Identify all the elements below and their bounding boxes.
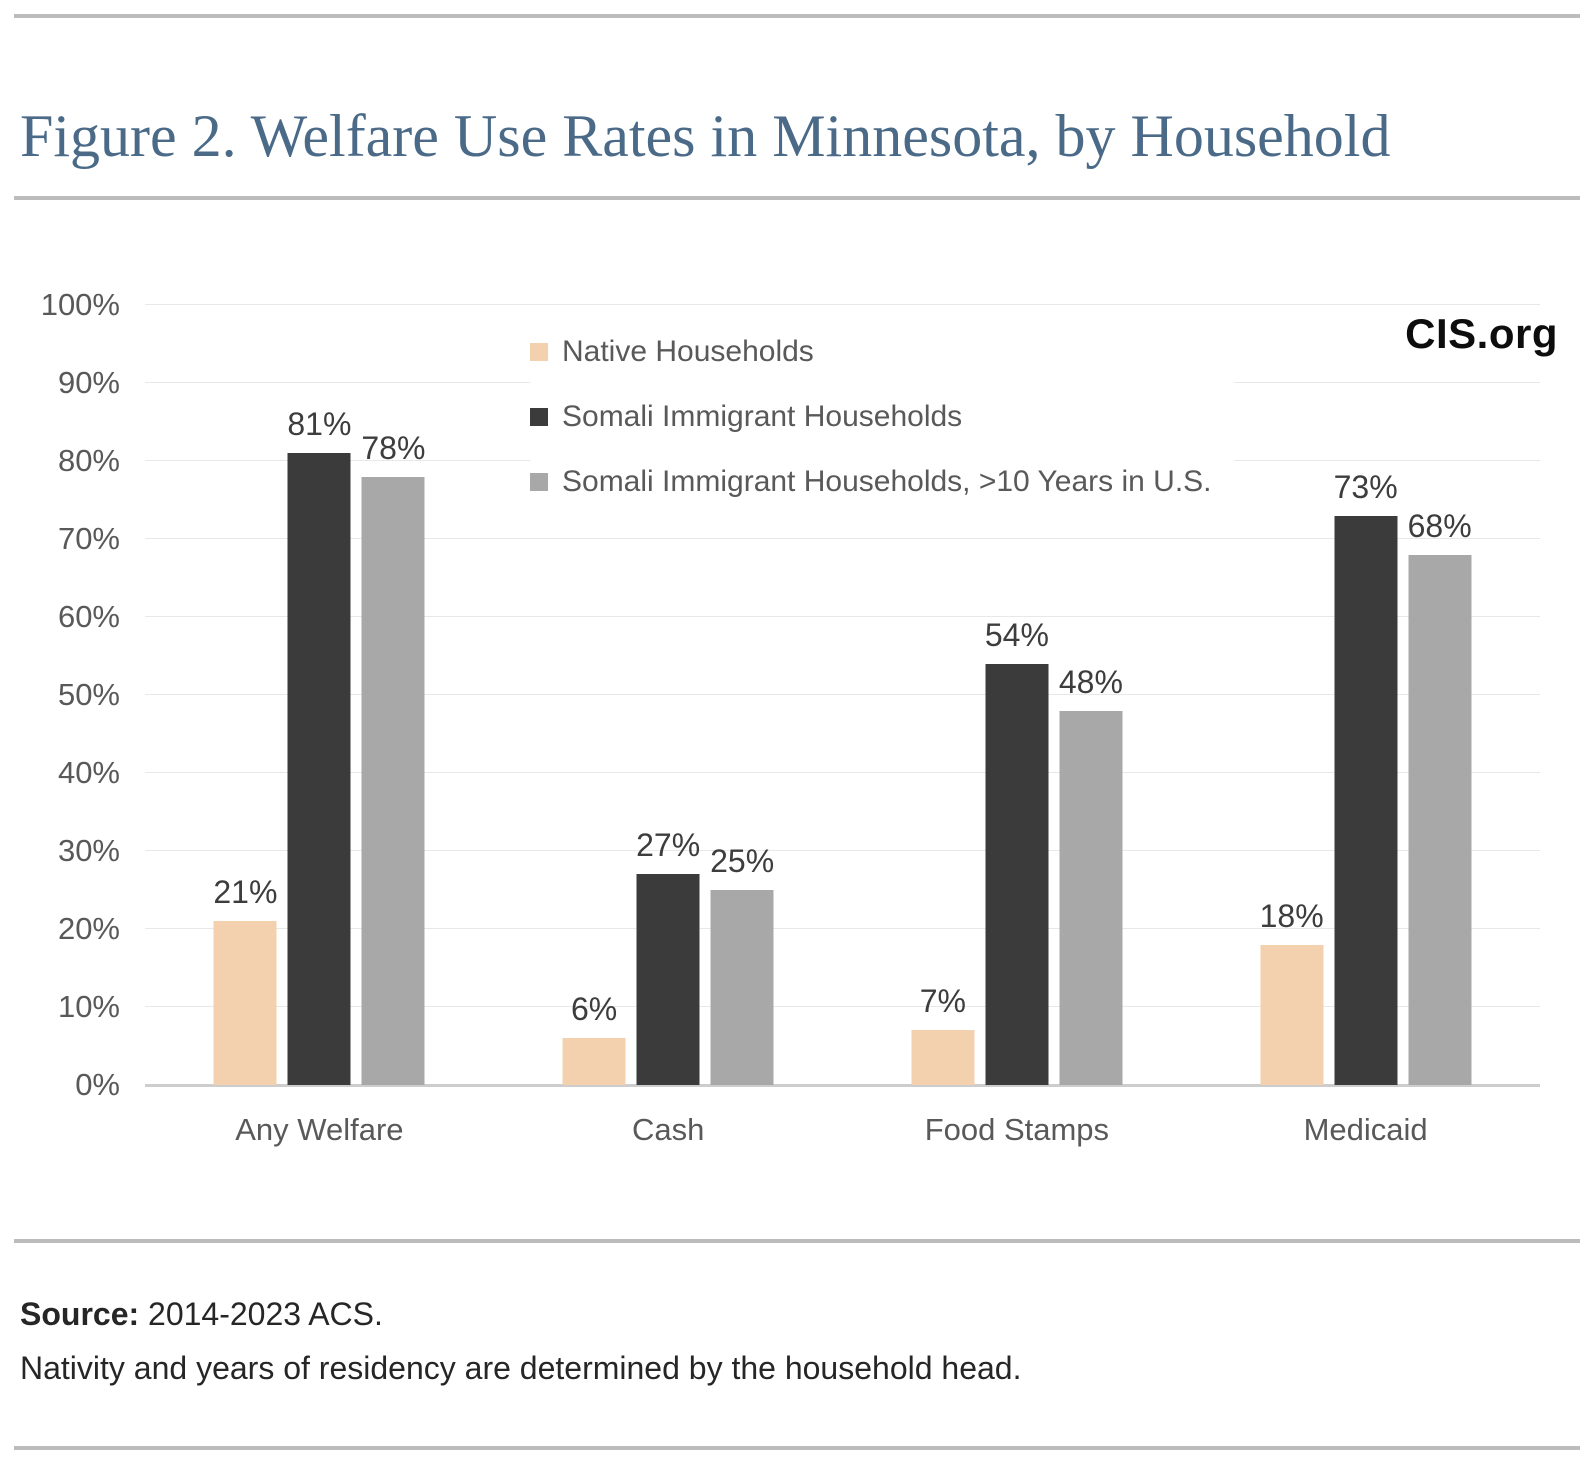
bar-value-label: 18% [1259, 897, 1324, 934]
bar-group-any-welfare: 21% 81% 78% [213, 305, 426, 1085]
bar-value-label: 21% [213, 874, 278, 911]
bar-slot: 54% [984, 305, 1049, 1085]
bar [287, 453, 351, 1085]
bar-value-label: 78% [361, 429, 426, 466]
legend-swatch-icon [530, 473, 548, 491]
bar-value-label: 81% [287, 406, 352, 443]
legend-swatch-icon [530, 408, 548, 426]
bar-slot: 7% [911, 305, 975, 1085]
divider-top [14, 14, 1580, 18]
source-label: Source: [20, 1296, 140, 1332]
bar-value-label: 27% [636, 827, 701, 864]
source-block: Source: 2014-2023 ACS. Nativity and year… [20, 1296, 1021, 1387]
legend-label: Somali Immigrant Households [562, 400, 963, 433]
source-text: 2014-2023 ACS. [148, 1296, 383, 1332]
x-axis-labels: Any Welfare Cash Food Stamps Medicaid [145, 1112, 1540, 1156]
bar [1408, 554, 1472, 1085]
y-tick-label: 20% [57, 911, 120, 946]
bar-slot: 78% [361, 305, 426, 1085]
y-tick-label: 50% [57, 677, 120, 712]
x-axis-line [145, 1084, 1540, 1087]
legend-item: Native Households [530, 335, 1212, 369]
bar-group-medicaid: 18% 73% 68% [1259, 305, 1472, 1085]
legend-label: Somali Immigrant Households, >10 Years i… [562, 465, 1212, 498]
plot-area: 21% 81% 78% 6% 27% 25% 7% 54% 48% 18% 73% 68% [145, 304, 1540, 1087]
bar [1059, 710, 1123, 1085]
y-axis: 0% 10% 20% 30% 40% 50% 60% 70% 80% 90% 100% [0, 287, 120, 1102]
divider-above-source [14, 1239, 1580, 1243]
page-title: Figure 2. Welfare Use Rates in Minnesota… [20, 103, 1391, 170]
gridline [145, 616, 1540, 617]
gridline [145, 772, 1540, 773]
bar-slot: 18% [1259, 305, 1324, 1085]
bar [911, 1030, 975, 1085]
bar-value-label: 54% [984, 616, 1049, 653]
bar-slot: 27% [636, 305, 701, 1085]
legend-swatch-icon [530, 343, 548, 361]
bar-value-label: 6% [571, 991, 618, 1028]
y-tick-label: 90% [57, 365, 120, 400]
x-category-label: Cash [631, 1112, 705, 1147]
bar-value-label: 73% [1333, 468, 1398, 505]
bar-slot: 81% [287, 305, 352, 1085]
bar [213, 921, 277, 1085]
y-tick-label: 10% [57, 989, 120, 1024]
gridline [145, 304, 1540, 305]
divider-bottom [14, 1446, 1580, 1450]
source-line: Source: 2014-2023 ACS. [20, 1296, 1021, 1333]
y-tick-label: 0% [75, 1067, 120, 1102]
bar-value-label: 48% [1058, 663, 1123, 700]
bar [562, 1038, 626, 1085]
bar [710, 890, 774, 1085]
bar-slot: 21% [213, 305, 278, 1085]
bar-chart: 0% 10% 20% 30% 40% 50% 60% 70% 80% 90% 100% 21% 81%… [0, 240, 1594, 1220]
y-tick-label: 70% [57, 521, 120, 556]
divider-below-title [14, 196, 1580, 200]
bar-slot: 73% [1333, 305, 1398, 1085]
y-tick-label: 40% [57, 755, 120, 790]
y-tick-label: 60% [57, 599, 120, 634]
gridline [145, 850, 1540, 851]
bar [1334, 515, 1398, 1085]
bar [985, 663, 1049, 1085]
bar-slot: 68% [1407, 305, 1472, 1085]
gridline [145, 1006, 1540, 1007]
bar [361, 476, 425, 1085]
legend-item: Somali Immigrant Households [530, 400, 1212, 434]
bar-value-label: 7% [919, 983, 966, 1020]
note-text: Nativity and years of residency are dete… [20, 1350, 1022, 1386]
bar [636, 874, 700, 1085]
brand-logo-text: CIS.org [1405, 310, 1558, 357]
y-tick-label: 80% [57, 443, 120, 478]
x-category-label: Food Stamps [924, 1112, 1110, 1147]
gridline [145, 694, 1540, 695]
legend-item: Somali Immigrant Households, >10 Years i… [530, 465, 1212, 499]
bar-value-label: 25% [710, 843, 775, 879]
legend-label: Native Households [562, 335, 814, 368]
y-tick-label: 30% [57, 833, 120, 868]
bar [1260, 944, 1324, 1085]
x-category-label: Medicaid [1303, 1112, 1428, 1147]
bar-value-label: 68% [1407, 507, 1472, 544]
bar-group-cash: 6% 27% 25% [562, 305, 775, 1085]
bar-slot: 48% [1058, 305, 1123, 1085]
legend: Native Households Somali Immigrant Househ… [530, 335, 1234, 530]
y-tick-label: 100% [40, 287, 120, 322]
bar-group-food-stamps: 7% 54% 48% [911, 305, 1123, 1085]
bar-slot: 6% [562, 305, 626, 1085]
bar-slot: 25% [710, 305, 775, 1085]
gridline [145, 928, 1540, 929]
gridline [145, 538, 1540, 539]
x-category-label: Any Welfare [235, 1112, 404, 1147]
